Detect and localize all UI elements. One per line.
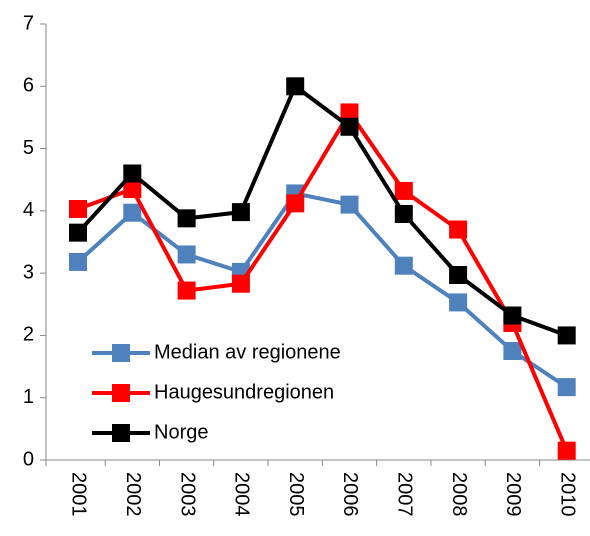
point — [231, 274, 250, 293]
point — [231, 203, 250, 222]
point — [394, 256, 413, 275]
x-tick-label: 2001 — [68, 472, 90, 517]
point — [69, 252, 87, 271]
point — [340, 195, 359, 214]
x-tick-label: 2002 — [122, 472, 144, 517]
point — [69, 223, 87, 242]
y-tick-label: 1 — [23, 386, 34, 408]
point — [286, 194, 305, 213]
point — [394, 181, 413, 200]
x-tick-label: 2004 — [231, 472, 253, 517]
legend-marker — [112, 424, 130, 442]
point — [340, 117, 359, 136]
series-line — [76, 84, 568, 338]
y-tick-label: 3 — [23, 261, 34, 283]
point — [503, 342, 522, 360]
y-tick-label: 4 — [23, 199, 34, 221]
y-tick-label: 2 — [23, 324, 34, 346]
x-tick-label: 2010 — [556, 472, 578, 517]
x-tick-label: 2006 — [339, 472, 361, 517]
legend-marker — [112, 344, 130, 362]
legend-label: Median av regionene — [154, 341, 341, 363]
point — [177, 209, 196, 228]
point — [449, 220, 468, 239]
x-tick-label: 2005 — [285, 472, 307, 517]
point — [69, 199, 87, 218]
point — [557, 441, 576, 460]
point — [123, 180, 142, 199]
x-tick-label: 2009 — [502, 472, 524, 517]
x-tick-label: 2007 — [394, 472, 416, 517]
y-tick-label: 0 — [23, 448, 34, 470]
legend-label: Norge — [154, 421, 208, 443]
x-tick-label: 2008 — [448, 472, 470, 517]
x-tick-label: 2003 — [176, 472, 198, 517]
point — [177, 281, 196, 300]
point — [123, 203, 142, 222]
point — [503, 306, 522, 325]
series-line — [77, 110, 569, 452]
legend-marker — [112, 384, 130, 402]
point — [123, 164, 142, 183]
y-tick-label: 7 — [23, 12, 34, 34]
point — [340, 103, 359, 122]
point — [449, 266, 468, 285]
point — [449, 293, 468, 312]
legend-label: Haugesundregionen — [154, 381, 334, 403]
series-line — [76, 191, 568, 389]
point — [286, 77, 305, 96]
y-tick-label: 6 — [23, 75, 34, 97]
point — [394, 204, 413, 223]
y-tick-label: 5 — [23, 137, 34, 159]
point — [177, 245, 196, 264]
point — [557, 326, 576, 345]
point — [557, 378, 576, 397]
